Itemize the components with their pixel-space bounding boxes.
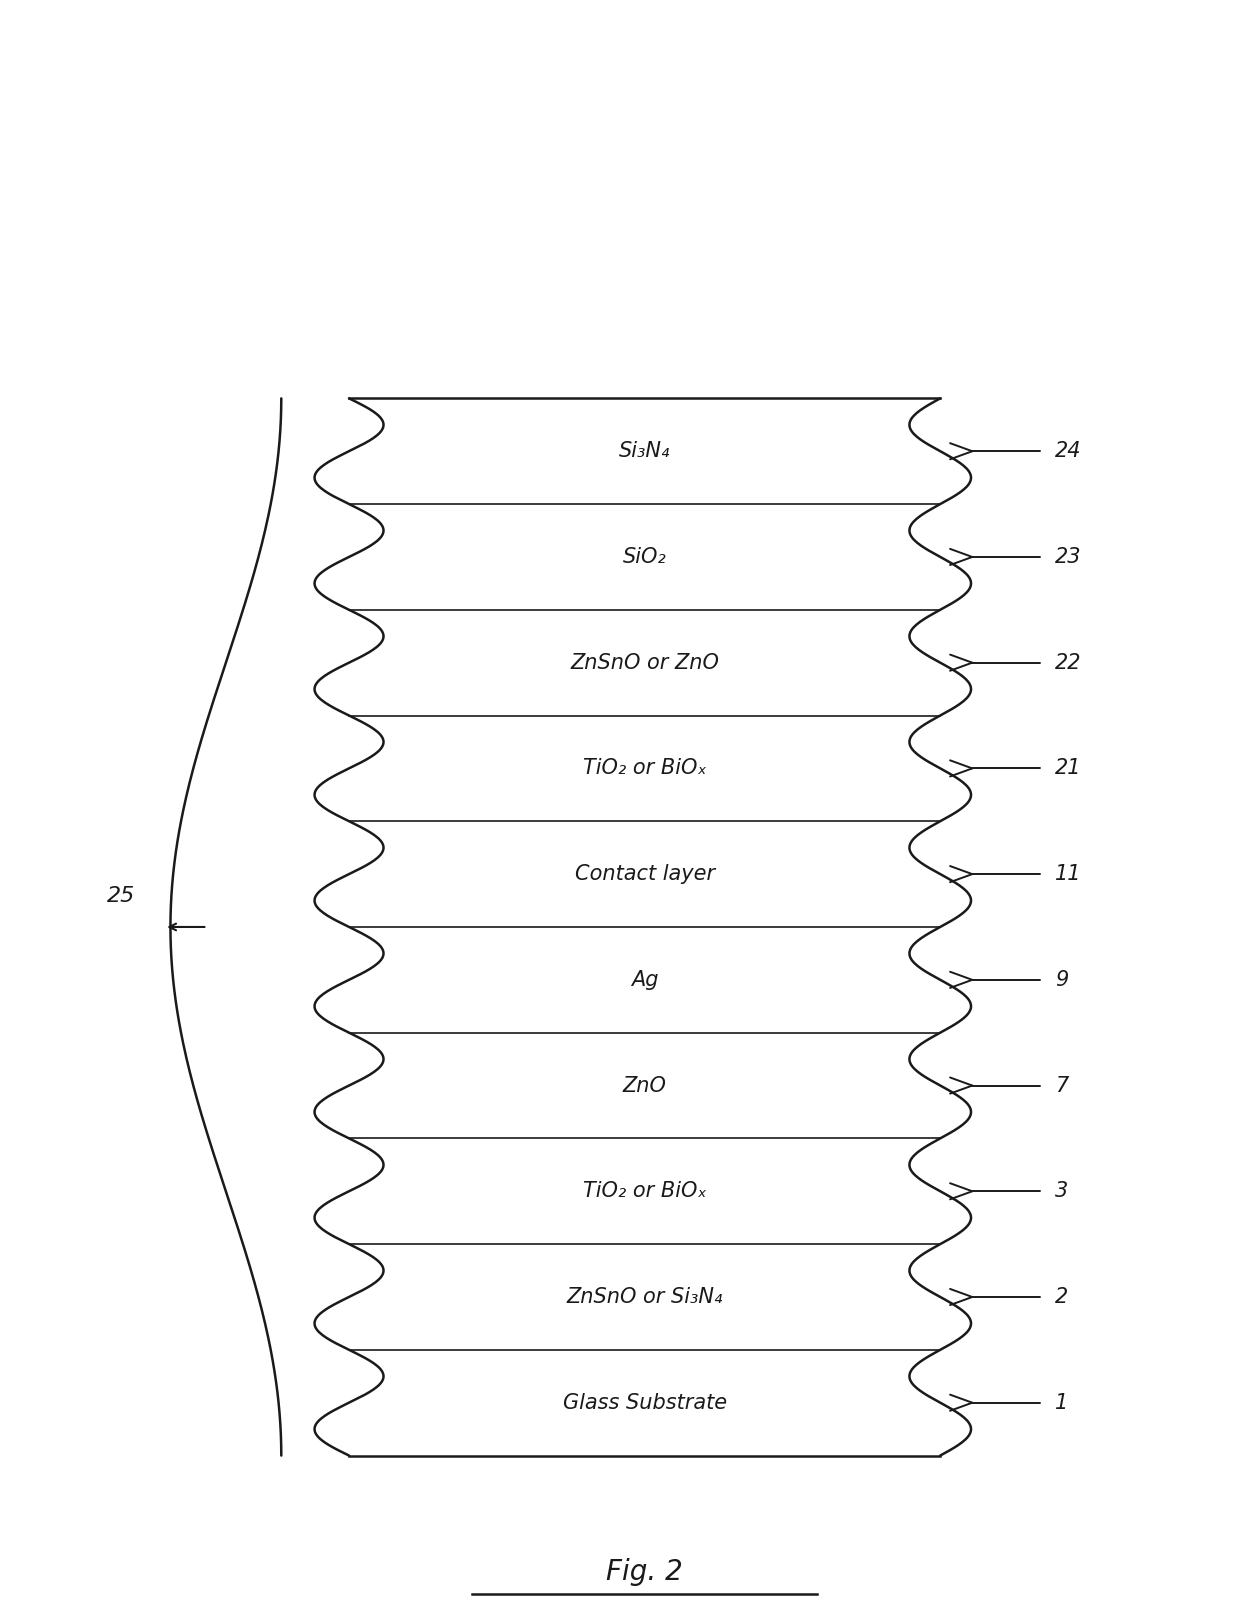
Text: Glass Substrate: Glass Substrate	[563, 1392, 727, 1414]
Text: SiO₂: SiO₂	[622, 546, 667, 567]
Text: 7: 7	[1055, 1076, 1068, 1096]
Text: 1: 1	[1055, 1392, 1068, 1414]
Text: 9: 9	[1055, 969, 1068, 990]
Text: TiO₂ or BiOₓ: TiO₂ or BiOₓ	[583, 1182, 707, 1201]
Text: Fig. 2: Fig. 2	[606, 1558, 683, 1585]
Text: ZnSnO or ZnO: ZnSnO or ZnO	[570, 653, 719, 673]
Text: TiO₂ or BiOₓ: TiO₂ or BiOₓ	[583, 759, 707, 778]
Text: 11: 11	[1055, 864, 1081, 883]
Text: 24: 24	[1055, 441, 1081, 462]
Text: 23: 23	[1055, 546, 1081, 567]
Text: 21: 21	[1055, 759, 1081, 778]
Text: 2: 2	[1055, 1287, 1068, 1307]
Polygon shape	[315, 399, 971, 1456]
Text: ZnO: ZnO	[622, 1076, 667, 1096]
Text: 3: 3	[1055, 1182, 1068, 1201]
Text: 22: 22	[1055, 653, 1081, 673]
Text: ZnSnO or Si₃N₄: ZnSnO or Si₃N₄	[567, 1287, 723, 1307]
Text: Ag: Ag	[631, 969, 658, 990]
Text: Si₃N₄: Si₃N₄	[619, 441, 671, 462]
Text: Contact layer: Contact layer	[574, 864, 714, 883]
Text: 25: 25	[107, 885, 135, 906]
